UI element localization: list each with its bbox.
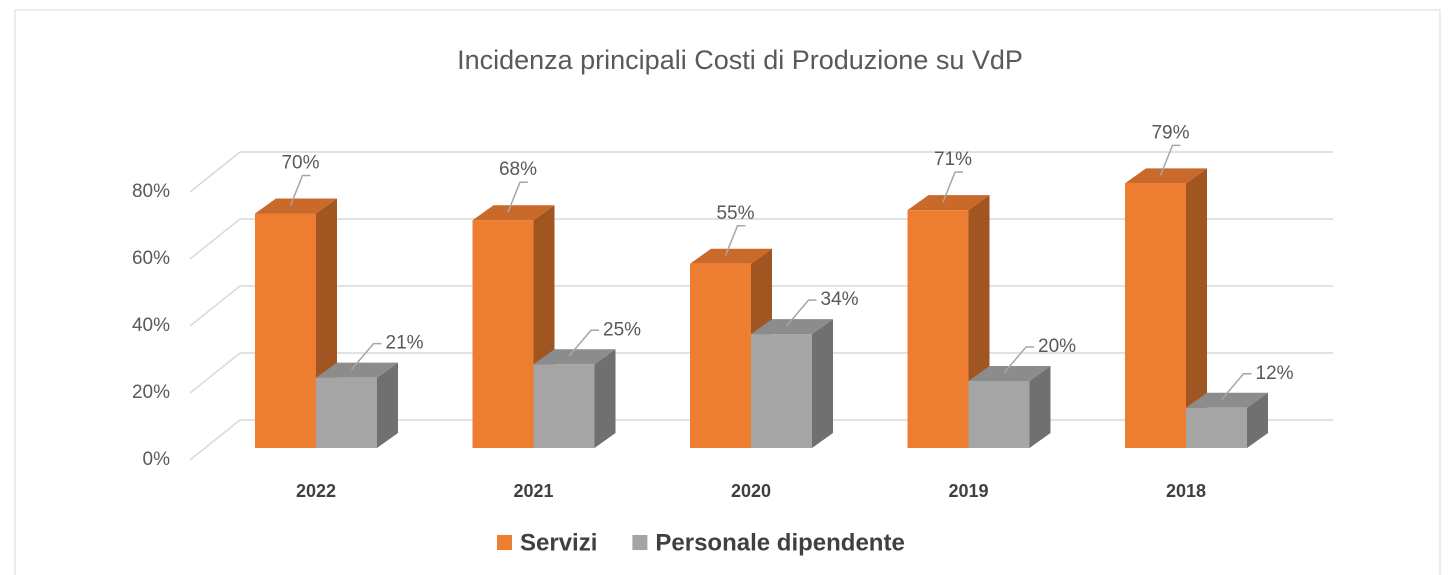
- leader-line: [350, 342, 382, 371]
- y-tick-label: 40%: [132, 315, 170, 336]
- bar: [690, 263, 751, 448]
- legend-swatch: [632, 535, 648, 550]
- data-label: 68%: [499, 159, 537, 180]
- bar: [968, 381, 1030, 448]
- legend-swatch: [497, 535, 512, 550]
- bar: [255, 213, 316, 448]
- bar-top: [968, 366, 1051, 381]
- bar: [472, 220, 534, 448]
- bar: [1125, 183, 1186, 448]
- bar-side: [1247, 392, 1268, 448]
- bar-top: [255, 198, 337, 214]
- bar-top: [1186, 392, 1268, 408]
- data-label: 71%: [934, 149, 972, 170]
- data-label: 21%: [386, 333, 424, 354]
- legend-label: Servizi: [520, 529, 597, 556]
- data-label: 20%: [1038, 336, 1076, 357]
- leader-line: [724, 225, 746, 257]
- leader-line: [785, 299, 817, 327]
- x-tick-label: 2022: [296, 481, 336, 501]
- bar-top: [316, 362, 398, 378]
- y-tick-label: 20%: [132, 382, 170, 403]
- leader-line: [942, 171, 963, 203]
- bar-top: [1125, 168, 1207, 184]
- leader-line: [1003, 346, 1034, 374]
- bar: [316, 377, 377, 448]
- bar-side: [812, 319, 833, 448]
- leader-line: [568, 329, 599, 357]
- data-label: 55%: [716, 203, 754, 224]
- bar-side: [377, 362, 398, 448]
- chart-title: Incidenza principali Costi di Produzione…: [457, 45, 1023, 75]
- x-tick-label: 2021: [513, 481, 553, 501]
- data-label: 70%: [281, 153, 319, 174]
- bar-top: [690, 248, 772, 264]
- data-label: 79%: [1151, 122, 1189, 143]
- leader-line: [289, 174, 311, 206]
- y-tick-label: 80%: [132, 181, 170, 202]
- leader-line: [1159, 144, 1181, 176]
- leader-line: [1220, 373, 1252, 401]
- bar-side: [594, 349, 616, 448]
- data-label: 25%: [603, 319, 641, 340]
- bar: [751, 334, 812, 448]
- bar-top: [751, 319, 833, 335]
- bar-side: [1029, 366, 1051, 448]
- bar: [1186, 407, 1247, 448]
- x-tick-label: 2018: [1166, 481, 1206, 501]
- bar: [533, 364, 595, 448]
- x-tick-label: 2020: [731, 481, 771, 501]
- x-tick-label: 2019: [948, 481, 988, 501]
- bar: [907, 210, 969, 448]
- data-label: 34%: [821, 289, 859, 310]
- bar-top: [533, 349, 616, 365]
- y-tick-label: 0%: [143, 449, 171, 470]
- bar-top: [472, 205, 555, 221]
- bar-side: [1186, 168, 1207, 448]
- grid-line: [189, 151, 1333, 193]
- legend-label: Personale dipendente: [655, 529, 904, 556]
- bar-top: [907, 195, 990, 211]
- leader-line: [507, 181, 528, 213]
- data-label: 12%: [1256, 363, 1294, 384]
- y-tick-label: 60%: [132, 248, 170, 269]
